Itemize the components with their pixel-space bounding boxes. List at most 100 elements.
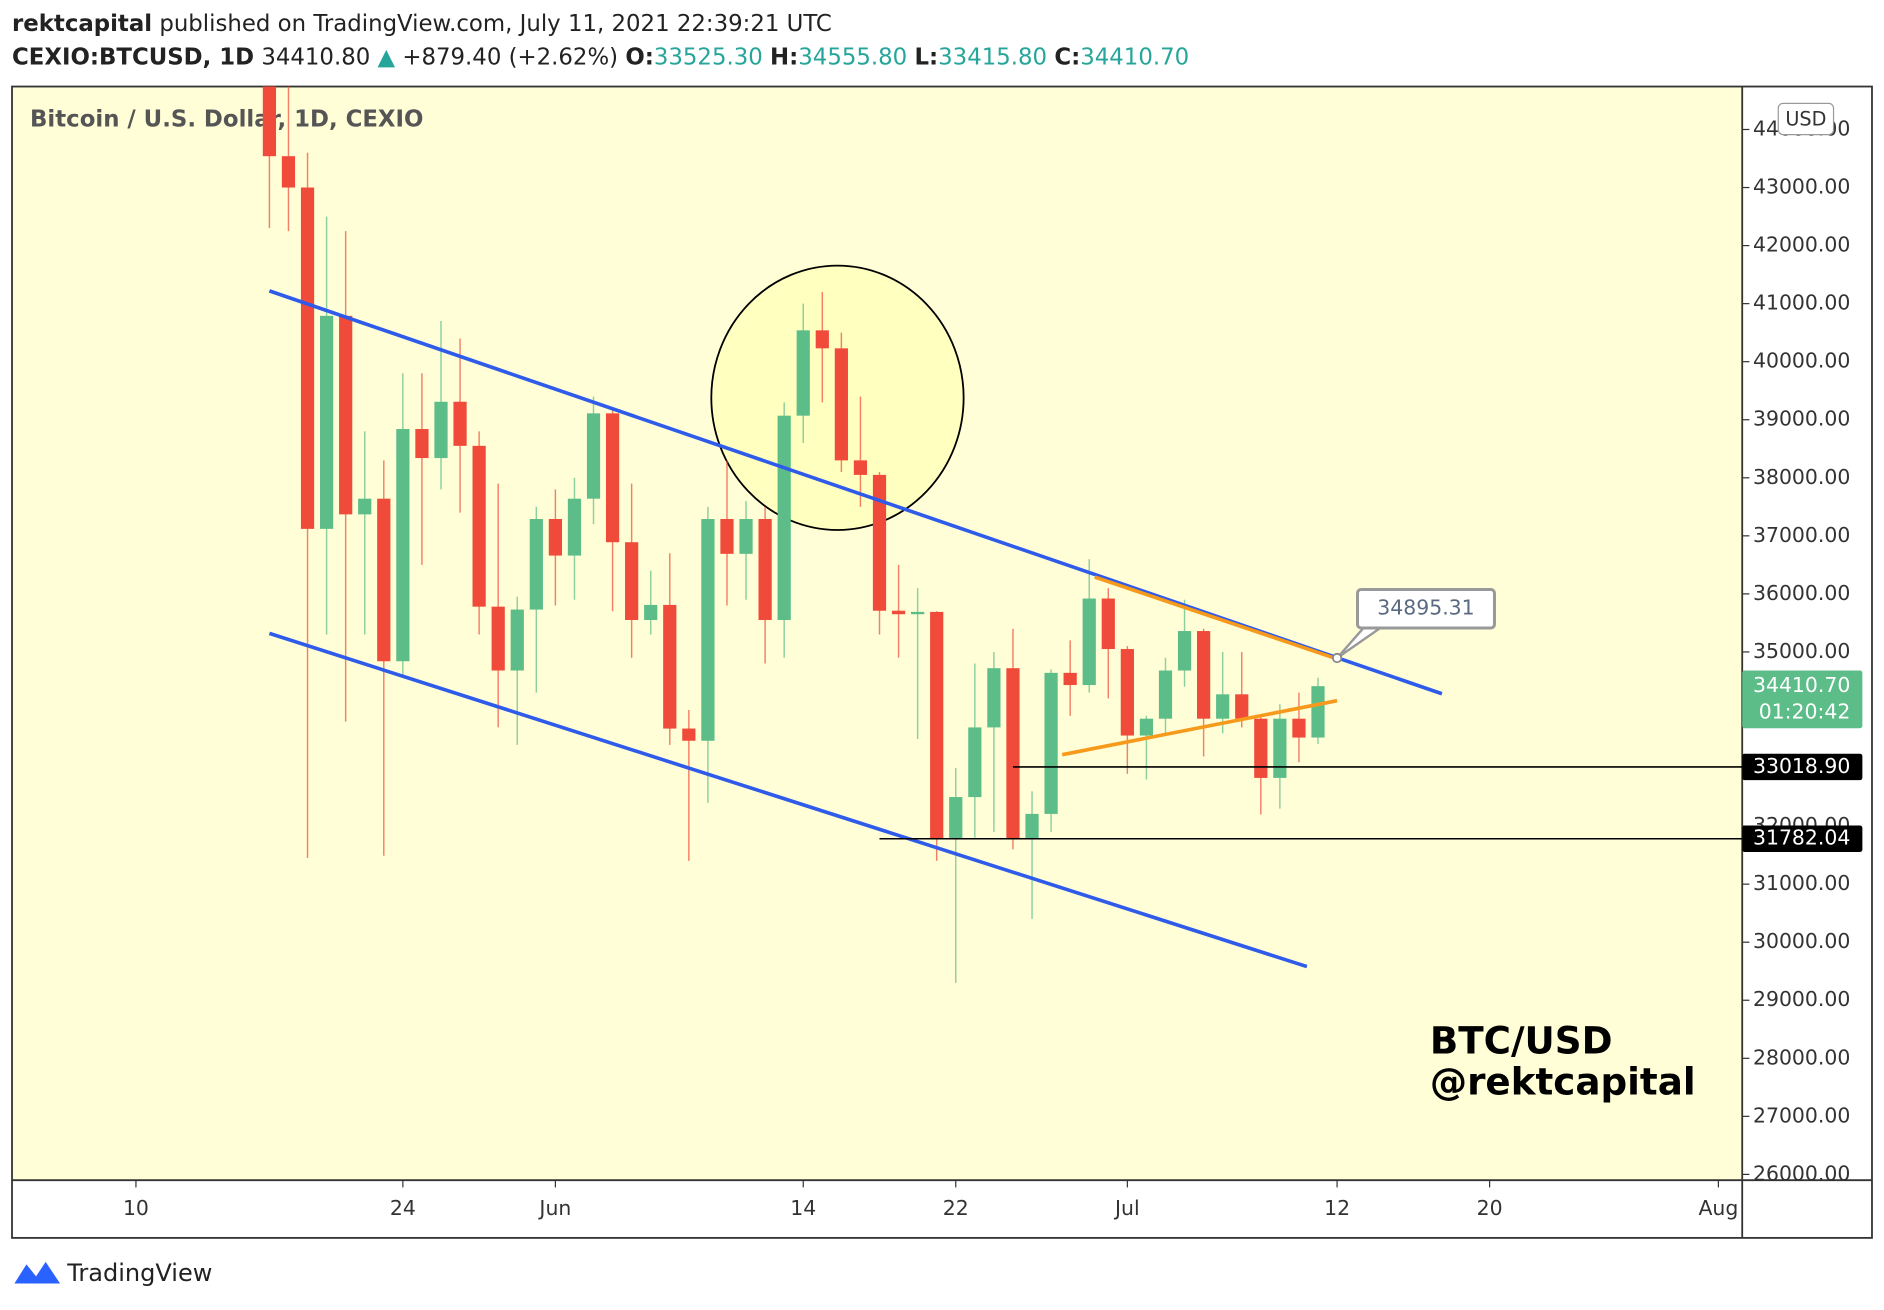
candle-body bbox=[358, 498, 372, 515]
candle-body bbox=[739, 519, 753, 554]
callout-box bbox=[1355, 588, 1496, 630]
x-tick-label: 22 bbox=[943, 1196, 969, 1220]
candle-body bbox=[1063, 672, 1077, 686]
candle-body bbox=[891, 610, 906, 615]
candle-body bbox=[777, 415, 791, 621]
x-tick-label: Jul bbox=[1113, 1196, 1140, 1220]
candle-body bbox=[339, 315, 353, 515]
candle-body bbox=[1177, 631, 1192, 671]
tv-logo bbox=[14, 1261, 61, 1284]
candle-body bbox=[567, 498, 582, 556]
candle-body bbox=[1044, 672, 1058, 814]
candle-body bbox=[872, 474, 887, 611]
trendline bbox=[268, 631, 1308, 969]
symbol: CEXIO:BTCUSD, 1D bbox=[12, 44, 254, 70]
last-price-tag bbox=[1742, 670, 1863, 729]
candle-body bbox=[1311, 686, 1325, 738]
ohlc-value: 33525.30 bbox=[654, 44, 763, 70]
y-tick-label: 40000.00 bbox=[1753, 349, 1850, 373]
candle-body bbox=[510, 609, 524, 671]
candle-body bbox=[529, 519, 543, 610]
candle-body bbox=[720, 519, 734, 554]
candle-body bbox=[1254, 718, 1268, 778]
x-tick-label: 10 bbox=[123, 1196, 149, 1220]
candle-body bbox=[472, 445, 486, 607]
candle-body bbox=[1025, 813, 1039, 839]
candle-body bbox=[930, 611, 944, 839]
countdown: 01:20:42 bbox=[1759, 700, 1851, 724]
watermark-1: BTC/USD bbox=[1430, 1019, 1613, 1063]
candle-body bbox=[319, 315, 334, 529]
frame bbox=[11, 85, 1873, 1239]
header-line-2: CEXIO:BTCUSD, 1D 34410.80 ▲ +879.40 (+2.… bbox=[12, 44, 1189, 70]
arrow: ▲ bbox=[378, 44, 396, 70]
x-tick-label: Aug bbox=[1698, 1196, 1738, 1220]
last-price-label: 34410.70 bbox=[1753, 673, 1850, 697]
y-tick-label: 28000.00 bbox=[1753, 1045, 1850, 1069]
y-tick-label: 42000.00 bbox=[1753, 233, 1850, 257]
callout-point bbox=[1331, 652, 1343, 664]
level-label: 31782.04 bbox=[1753, 826, 1850, 850]
candle-body bbox=[682, 728, 696, 741]
y-tick-label: 29000.00 bbox=[1753, 987, 1850, 1011]
candle-body bbox=[377, 498, 391, 662]
candle-body bbox=[1216, 694, 1230, 719]
candle-body bbox=[644, 604, 658, 621]
candle-body bbox=[1139, 718, 1154, 736]
candle-body bbox=[300, 187, 315, 529]
y-tick-label: 26000.00 bbox=[1753, 1161, 1850, 1185]
candle-body bbox=[491, 606, 505, 671]
x-tick-label: 20 bbox=[1477, 1196, 1503, 1220]
y-tick-label: 27000.00 bbox=[1753, 1103, 1850, 1127]
y-tick-label: 36000.00 bbox=[1753, 581, 1850, 605]
chart-title: Bitcoin / U.S. Dollar, 1D, CEXIO bbox=[30, 107, 423, 133]
x-tick-label: 24 bbox=[390, 1196, 416, 1220]
brand: TradingView bbox=[66, 1259, 212, 1287]
candle-body bbox=[415, 429, 429, 459]
candle-body bbox=[663, 604, 677, 729]
ohlc-label: H: bbox=[770, 44, 798, 70]
candle-body bbox=[281, 156, 296, 188]
last: 34410.80 bbox=[261, 44, 370, 70]
candle-body bbox=[548, 519, 562, 556]
candle-body bbox=[1158, 670, 1173, 719]
candle-body bbox=[968, 727, 982, 798]
ohlc-value: 34555.80 bbox=[798, 44, 907, 70]
published: published on TradingView.com, July 11, 2… bbox=[159, 11, 832, 37]
candle-body bbox=[1292, 718, 1306, 738]
candle-body bbox=[262, 86, 277, 157]
candle-body bbox=[758, 519, 772, 621]
candle-body bbox=[625, 542, 639, 621]
candle-body bbox=[434, 401, 448, 459]
candle-body bbox=[1273, 718, 1287, 778]
x-tick-label: 12 bbox=[1324, 1196, 1350, 1220]
trendline bbox=[1094, 575, 1338, 661]
candle-body bbox=[1235, 694, 1249, 719]
candle-body bbox=[605, 413, 620, 543]
y-tick-label: 30000.00 bbox=[1753, 929, 1850, 953]
candle-body bbox=[834, 348, 848, 461]
candle-body bbox=[396, 429, 410, 662]
currency: USD bbox=[1785, 108, 1826, 131]
plot bbox=[262, 86, 1443, 983]
y-tick-label: 35000.00 bbox=[1753, 639, 1850, 663]
plot-area bbox=[12, 86, 1743, 1181]
candle-body bbox=[1006, 668, 1020, 839]
candle-body bbox=[1197, 631, 1211, 719]
candle-body bbox=[1120, 649, 1134, 736]
candle-body bbox=[987, 668, 1001, 728]
ohlc-label: C: bbox=[1054, 44, 1080, 70]
y-tick-label: 31000.00 bbox=[1753, 871, 1850, 895]
candle-body bbox=[1082, 598, 1096, 686]
candle-body bbox=[815, 330, 829, 349]
candle-body bbox=[853, 460, 868, 475]
ohlc-label: L: bbox=[914, 44, 938, 70]
x-tick-label: 14 bbox=[790, 1196, 816, 1220]
y-tick-label: 43000.00 bbox=[1753, 175, 1850, 199]
change: +879.40 (+2.62%) bbox=[402, 44, 618, 70]
candle-body bbox=[949, 797, 963, 839]
candle-body bbox=[453, 401, 467, 446]
candle-body bbox=[1101, 598, 1115, 650]
